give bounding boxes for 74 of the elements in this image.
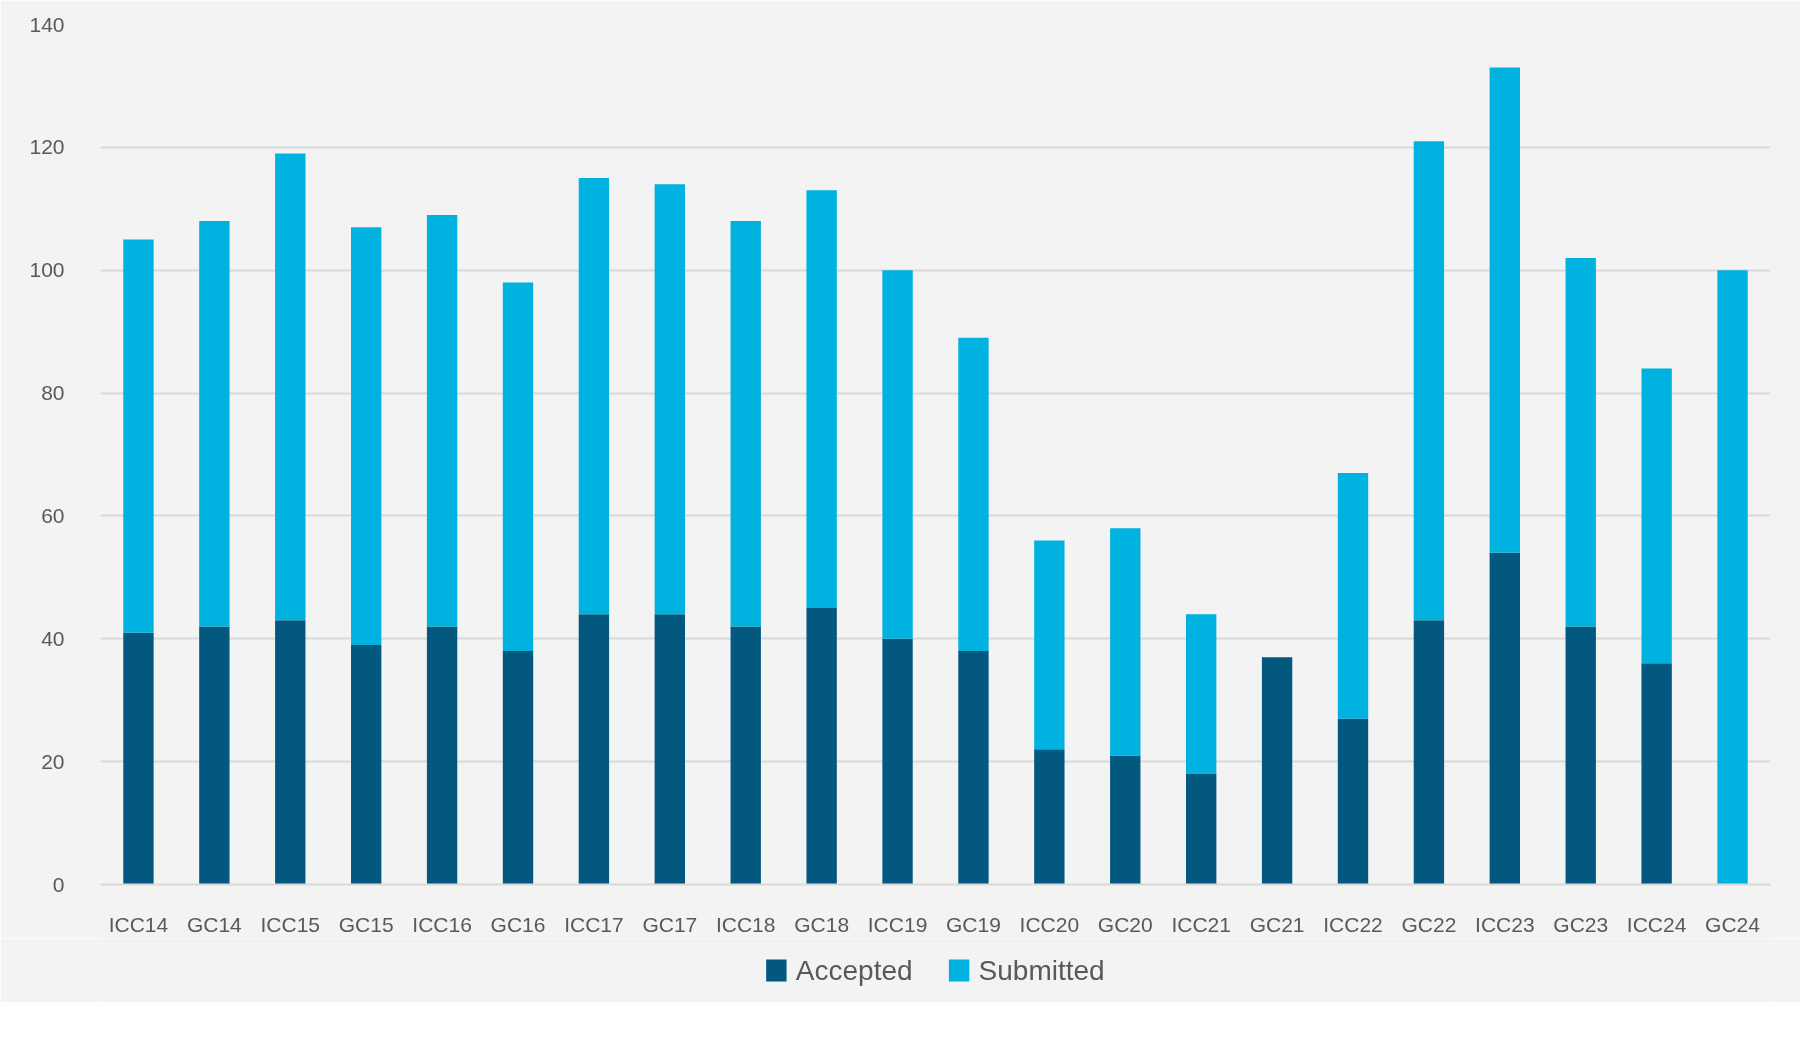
bar [1034, 749, 1065, 885]
bar [502, 282, 534, 652]
legend-label: Submitted [978, 955, 1105, 986]
bar [1489, 552, 1520, 885]
bar [1641, 663, 1672, 885]
y-tick-label: 120 [29, 135, 65, 159]
bar [199, 221, 230, 627]
bar [882, 638, 913, 885]
x-tick-label: ICC17 [564, 912, 624, 936]
bar [351, 644, 382, 885]
bar [1337, 472, 1369, 719]
x-tick-label: GC21 [1249, 912, 1305, 936]
x-tick-label: ICC24 [1626, 912, 1687, 936]
bar [123, 632, 154, 885]
x-tick-label: GC16 [490, 912, 546, 936]
y-tick-label: 80 [41, 381, 65, 405]
bar [578, 178, 610, 615]
bar [351, 227, 382, 645]
x-tick-label: GC18 [794, 912, 850, 936]
x-tick-label: GC19 [946, 912, 1001, 936]
x-tick-label: GC20 [1097, 912, 1153, 936]
bar [654, 614, 685, 885]
y-tick-label: 20 [41, 749, 65, 773]
x-tick-label: ICC23 [1475, 912, 1535, 936]
bar [123, 239, 154, 633]
bar [1413, 620, 1445, 885]
x-tick-label: ICC16 [412, 912, 472, 936]
bar [730, 626, 761, 885]
x-tick-label: ICC20 [1019, 912, 1080, 936]
bar [1565, 626, 1596, 885]
y-tick-label: 40 [41, 626, 65, 650]
x-tick-label: ICC22 [1323, 912, 1383, 936]
bar [1186, 773, 1217, 885]
bar [1034, 540, 1065, 750]
x-tick-label: ICC18 [715, 912, 776, 936]
x-tick-label: GC22 [1401, 912, 1457, 936]
bar [426, 214, 458, 627]
y-tick-label: 60 [41, 503, 65, 527]
bar [199, 626, 230, 885]
legend-label: Accepted [795, 955, 913, 986]
x-tick-label: ICC14 [108, 912, 169, 936]
bar [882, 270, 913, 639]
x-tick-label: GC24 [1705, 912, 1761, 936]
bar [1261, 657, 1293, 885]
bar [654, 184, 685, 615]
y-tick-label: 100 [29, 258, 65, 282]
bar [275, 620, 306, 885]
bar [1337, 718, 1369, 885]
bar [730, 221, 761, 627]
bar [958, 337, 989, 652]
x-tick-label: GC23 [1553, 912, 1609, 936]
bar [275, 153, 306, 621]
bar [806, 190, 837, 609]
bar [1717, 270, 1748, 885]
y-tick-label: 0 [52, 872, 65, 896]
bar [1110, 755, 1141, 885]
x-tick-label: ICC21 [1171, 912, 1231, 936]
bar [1489, 67, 1520, 553]
bar [1110, 528, 1141, 756]
bar [806, 608, 837, 885]
bar [958, 651, 989, 885]
x-tick-label: GC15 [338, 912, 394, 936]
x-tick-label: ICC15 [260, 912, 321, 936]
x-tick-label: ICC19 [867, 912, 928, 936]
x-tick-label: GC17 [642, 912, 698, 936]
bar [1413, 141, 1445, 621]
y-tick-label: 140 [29, 12, 65, 36]
bar [426, 626, 458, 885]
bar [502, 651, 534, 885]
bar [1641, 368, 1672, 664]
x-tick-label: GC14 [186, 912, 243, 936]
bar [578, 614, 610, 885]
bar [1565, 257, 1596, 627]
bar [1186, 614, 1217, 774]
